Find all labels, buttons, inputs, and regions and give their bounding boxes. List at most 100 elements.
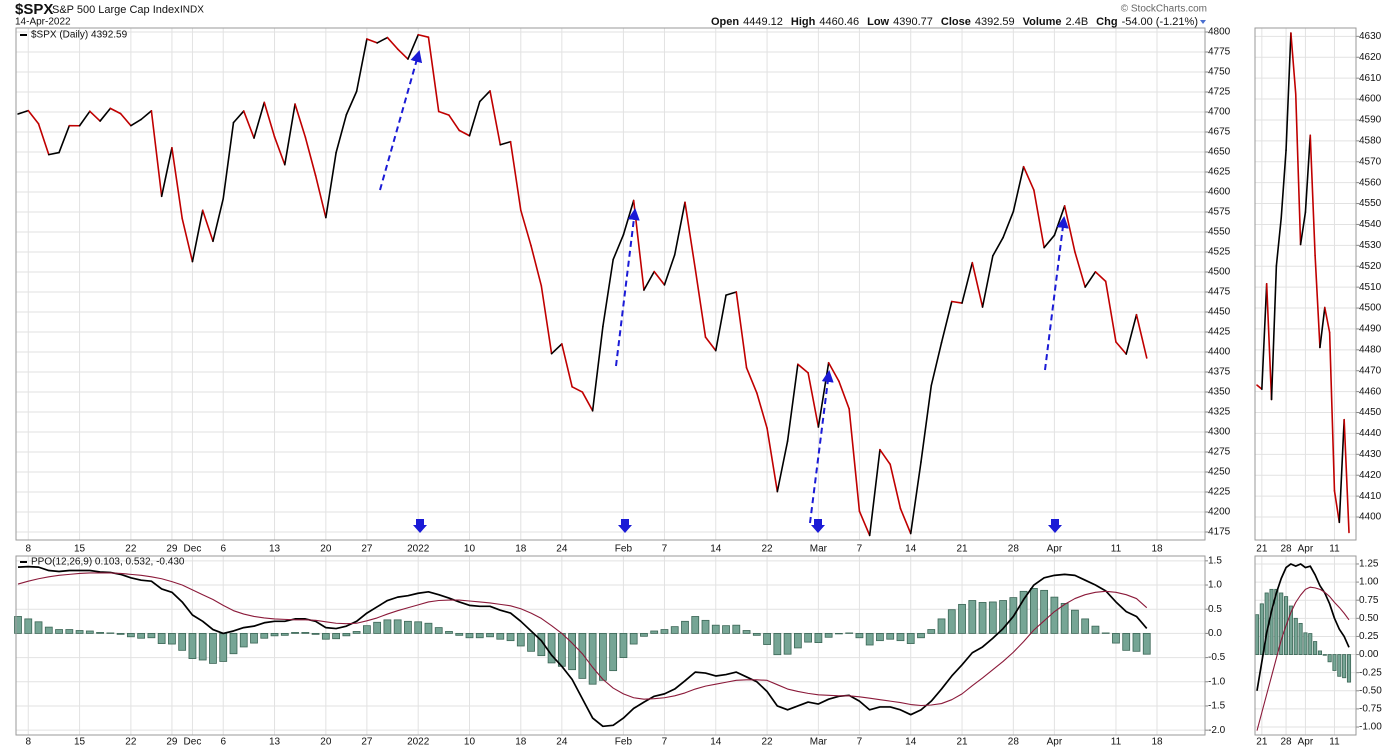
price-segment (643, 270, 655, 291)
price-segment (89, 110, 101, 122)
price-segment (1323, 306, 1331, 334)
histogram-bar (198, 633, 207, 661)
quote-label: Close (941, 16, 971, 28)
price-segment (909, 461, 922, 535)
price-segment (868, 448, 881, 537)
histogram-bar (732, 624, 741, 634)
x-tick-label: 18 (515, 544, 527, 555)
price-segment (981, 255, 994, 308)
histogram-bar (280, 633, 289, 636)
histogram-bar (906, 633, 915, 644)
y-tick-label: 4570 (1359, 156, 1382, 167)
signal-marker (413, 519, 427, 533)
histogram-bar (783, 633, 792, 655)
price-segment (725, 291, 738, 296)
y-tick-label: 4750 (1208, 67, 1231, 78)
y-tick-label: 4480 (1359, 344, 1382, 355)
price-segment (714, 294, 727, 352)
y-tick-label: 4300 (1208, 427, 1231, 438)
histogram-bar (1142, 633, 1151, 655)
x-tick-label: 18 (1151, 544, 1163, 555)
price-segment (171, 146, 183, 220)
indicator-line (1256, 586, 1350, 731)
y-tick-label: 4575 (1208, 207, 1231, 218)
date: 14-Apr-2022 (15, 17, 71, 28)
histogram-bar (1132, 633, 1141, 652)
price-segment (1275, 217, 1283, 267)
price-segment (478, 90, 491, 103)
price-segment (150, 110, 163, 198)
y-tick-label: 4500 (1359, 303, 1382, 314)
price-segment (756, 392, 768, 429)
x-tick-label: 27 (361, 544, 373, 555)
x-tick-label: 21 (956, 737, 968, 748)
histogram-bar (814, 633, 823, 643)
price-segment (961, 261, 974, 304)
price-segment (1343, 418, 1350, 534)
price-segment (1314, 254, 1321, 349)
indicator-line (17, 572, 1148, 707)
histogram-bar (609, 633, 618, 672)
price-segment (242, 110, 255, 139)
y-tick-label: 0.00 (1359, 649, 1379, 660)
y-tick-label: 4410 (1359, 491, 1382, 502)
y-tick-label: 4550 (1359, 198, 1382, 209)
price-segment (920, 384, 933, 463)
price-segment (212, 197, 225, 243)
histogram-bar (1060, 603, 1069, 634)
price-segment (520, 209, 532, 247)
price-segment (58, 124, 71, 154)
price-segment (1043, 234, 1056, 249)
x-tick-label: Apr (1298, 544, 1314, 555)
histogram-bar (311, 633, 320, 635)
histogram-bar (1269, 588, 1274, 655)
histogram-bar (1337, 654, 1342, 677)
x-tick-label: 24 (556, 544, 568, 555)
y-tick-label: 4590 (1359, 115, 1382, 126)
y-tick-label: 4520 (1359, 261, 1382, 272)
x-tick-label: 29 (166, 737, 178, 748)
histogram-bar (1332, 654, 1337, 671)
x-tick-label: 13 (269, 737, 281, 748)
y-tick-label: 4400 (1208, 347, 1231, 358)
histogram-bar (1293, 617, 1298, 655)
x-tick-label: 7 (857, 544, 863, 555)
price-segment (766, 427, 779, 493)
histogram-bar (383, 619, 392, 634)
y-tick-label: 4440 (1359, 428, 1382, 439)
indicator-line (17, 565, 1148, 728)
quote-dropdown[interactable] (1200, 20, 1206, 24)
histogram-bar (116, 633, 125, 635)
price-segment (1033, 189, 1045, 249)
price-segment (612, 233, 625, 261)
histogram-bar (527, 633, 535, 652)
price-segment (355, 38, 368, 93)
x-tick-label: 15 (74, 737, 86, 748)
price-segment (222, 121, 235, 200)
histogram-bar (96, 632, 104, 634)
histogram-bar (301, 632, 310, 634)
x-tick-label: 14 (905, 544, 917, 555)
histogram-bar (126, 633, 135, 638)
y-tick-label: 4610 (1359, 73, 1382, 84)
x-tick-label: 28 (1280, 737, 1292, 748)
histogram-bar (1274, 588, 1279, 655)
histogram-bar (1071, 609, 1079, 634)
x-tick-label: 15 (74, 544, 86, 555)
histogram-bar (1317, 650, 1322, 655)
histogram-bar (445, 631, 453, 634)
price-segment (1319, 306, 1326, 349)
price-segment (160, 146, 173, 198)
y-tick-label: 0.5 (1208, 604, 1222, 615)
x-tick-label: 8 (25, 544, 31, 555)
price-segment (1012, 165, 1025, 213)
histogram-bar (876, 633, 884, 642)
histogram-bar (34, 621, 43, 634)
panel-border (15, 555, 1206, 736)
y-tick-label: 4530 (1359, 240, 1382, 251)
price-segment (1125, 313, 1138, 355)
histogram-bar (752, 633, 761, 636)
x-tick-label: 29 (166, 544, 178, 555)
price-segment (879, 448, 892, 466)
histogram-bar (886, 633, 895, 640)
